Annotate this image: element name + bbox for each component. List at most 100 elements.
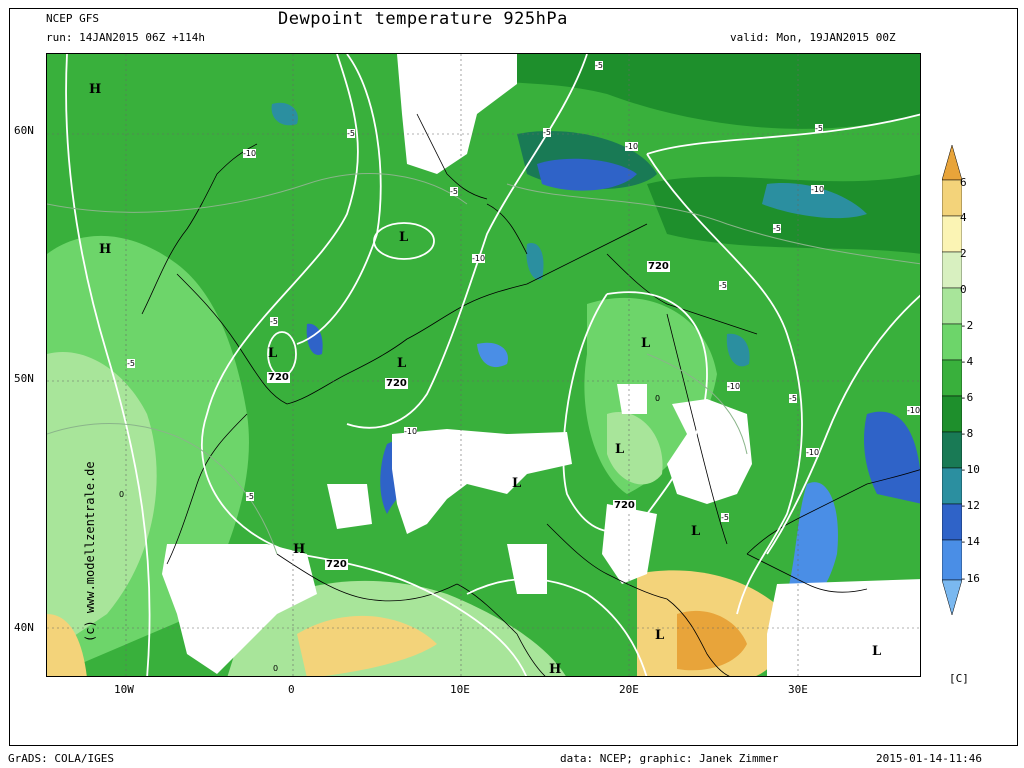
mask-apennines (507, 544, 547, 594)
colorbar-swatch (942, 467, 962, 505)
dewpoint-label: -10 (625, 142, 639, 151)
mask-balkans (602, 504, 657, 584)
colorbar-label: 6 (960, 176, 967, 189)
high-pressure-label: H (293, 542, 306, 557)
coastlines (141, 113, 920, 676)
shade-yellow-med (297, 615, 437, 676)
figure-frame (9, 8, 1018, 746)
colorbar-label: 0 (960, 283, 967, 296)
colorbar-label: -8 (960, 427, 974, 440)
colorbar-top-arrow (942, 145, 962, 181)
cold-pool-germany (477, 342, 508, 368)
dewpoint-label: -5 (815, 124, 823, 133)
shade-dark-green-russia (647, 174, 920, 254)
dewpoint-label: -10 (811, 185, 825, 194)
mask-norway (397, 54, 517, 174)
low-pressure-label: L (872, 644, 882, 659)
lon-label-10e: 10E (450, 683, 470, 696)
contour-label: 720 (647, 261, 670, 272)
lat-label-60n: 60N (14, 124, 34, 137)
lat-label-50n: 50N (14, 372, 34, 385)
colorbar-swatch (942, 323, 962, 361)
colorbar-label: -12 (960, 499, 980, 512)
mask-alps (392, 429, 572, 534)
contour-label: 720 (385, 378, 408, 389)
cold-pool-poland-coast (526, 243, 544, 280)
dewpoint-label: -10 (727, 382, 741, 391)
valid-label: valid: Mon, 19JAN2015 00Z (730, 31, 896, 44)
high-pressure-label: H (89, 82, 102, 97)
colorbar-swatch (942, 251, 962, 289)
low-pressure-label: L (397, 356, 407, 371)
colorbar-label: -10 (960, 463, 980, 476)
low-pressure-label: L (512, 476, 522, 491)
dewpoint-label: 0 (655, 394, 661, 403)
dewpoint-label: -5 (127, 359, 135, 368)
dewpoint-label: 0 (273, 664, 279, 673)
colorbar-unit: [C] (949, 672, 969, 685)
shade-pale-hungary (607, 412, 663, 485)
low-pressure-label: L (641, 336, 651, 351)
dewpoint-label: 0 (119, 490, 125, 499)
colorbar-label: 2 (960, 247, 967, 260)
contour-label: 720 (325, 559, 348, 570)
lon-label-20e: 20E (619, 683, 639, 696)
cold-pool-russia (762, 183, 867, 219)
dewpoint-label: -10 (243, 149, 257, 158)
weather-map: H H H H L L L L L L L L L 720 720 720 72… (46, 53, 921, 677)
colorbar-label: -6 (960, 391, 974, 404)
run-label: run: 14JAN2015 06Z +114h (46, 31, 205, 44)
dewpoint-label: -5 (595, 61, 603, 70)
dewpoint-label: -10 (404, 427, 418, 436)
low-pressure-label: L (268, 346, 278, 361)
colorbar-bottom-arrow (942, 579, 962, 615)
dewpoint-label: -5 (721, 513, 729, 522)
high-pressure-label: H (99, 242, 112, 257)
colorbar-swatch (942, 359, 962, 397)
contour-label: 720 (267, 372, 290, 383)
colorbar-label: -14 (960, 535, 980, 548)
cold-pool-black-sea-west (787, 482, 838, 602)
lon-label-30e: 30E (788, 683, 808, 696)
colorbar-label: 4 (960, 211, 967, 224)
dewpoint-label: -10 (806, 448, 820, 457)
colorbar-swatch (942, 431, 962, 469)
lon-label-0: 0 (288, 683, 295, 696)
dewpoint-label: -5 (270, 317, 278, 326)
footer-grads: GrADS: COLA/IGES (8, 752, 114, 765)
colorbar-swatch (942, 179, 962, 217)
colorbar-label: -16 (960, 572, 980, 585)
watermark-url: (c) www.modellzentrale.de (83, 461, 97, 642)
shade-orange-greece (677, 610, 747, 671)
shade-yellow-portugal (47, 614, 87, 676)
footer-credit: data: NCEP; graphic: Janek Zimmer (560, 752, 779, 765)
dewpoint-label: -5 (347, 129, 355, 138)
dewpoint-label: -5 (543, 128, 551, 137)
cold-pool-north-atlantic (271, 102, 298, 126)
colorbar-swatch (942, 287, 962, 325)
dewpoint-label: -5 (773, 224, 781, 233)
dewpoint-label: -5 (719, 281, 727, 290)
low-pressure-label: L (615, 442, 625, 457)
dewpoint-label: -5 (450, 187, 458, 196)
dewpoint-label: -5 (789, 394, 797, 403)
mask-anatolia (767, 579, 920, 676)
colorbar-swatch (942, 215, 962, 253)
cold-pool-ukraine-east (864, 411, 920, 504)
high-pressure-label: H (549, 662, 562, 677)
cold-pool-finland (537, 158, 637, 191)
footer-timestamp: 2015-01-14-11:46 (876, 752, 982, 765)
map-canvas (47, 54, 920, 676)
mask-iberia (162, 544, 317, 674)
low-pressure-label: L (691, 524, 701, 539)
mask-tatra (617, 384, 647, 414)
cold-pool-belarus (726, 333, 750, 367)
chart-title: Dewpoint temperature 925hPa (278, 9, 568, 29)
low-pressure-label: L (655, 628, 665, 643)
lat-label-40n: 40N (14, 621, 34, 634)
colorbar-label: -2 (960, 319, 974, 332)
colorbar (942, 145, 962, 615)
dewpoint-label: -10 (907, 406, 921, 415)
colorbar-swatch (942, 503, 962, 541)
colorbar-swatch (942, 539, 962, 581)
